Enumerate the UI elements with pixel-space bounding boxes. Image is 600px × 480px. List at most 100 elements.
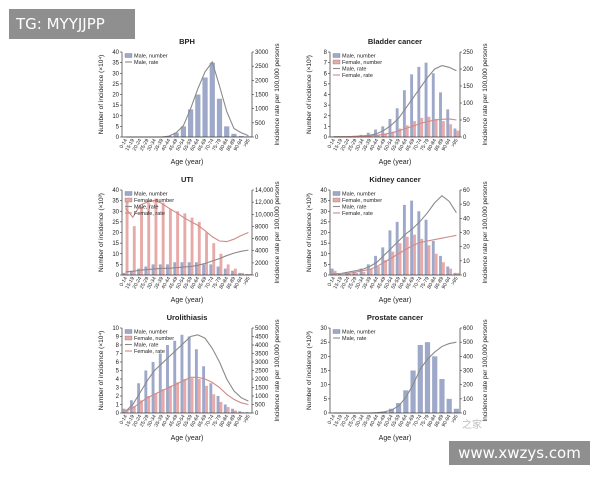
y-tick-label: 30 <box>112 209 119 215</box>
x-tick-label: 20-24 <box>340 138 352 152</box>
x-axis-label: Age (year) <box>171 159 204 166</box>
y2-tick-label: 1500 <box>255 386 269 392</box>
line-male-rate <box>333 341 457 414</box>
x-tick-label: 30-34 <box>146 276 158 290</box>
bar-male-11 <box>410 74 414 137</box>
bar-male-6 <box>374 129 377 137</box>
line-female-rate <box>333 234 457 275</box>
x-tick-label: 0-14 <box>327 414 337 426</box>
bar-female-15 <box>441 262 445 275</box>
y2-tick-label: 20 <box>463 245 470 251</box>
bar-female-3 <box>355 272 359 276</box>
x-tick-label: 55-59 <box>390 138 402 152</box>
y-axis-label: Number of incidence (×10⁴) <box>98 55 105 135</box>
x-tick-label: 75-79 <box>211 276 223 290</box>
y2-tick-label: 50 <box>463 202 470 208</box>
x-tick-label: 80-84 <box>426 276 438 290</box>
bar-male-10 <box>194 262 198 275</box>
x-tick-label: 55-59 <box>390 414 402 428</box>
legend-label: Female, number <box>134 198 174 204</box>
bar-female-16 <box>241 272 245 276</box>
x-tick-label: 0-14 <box>119 414 129 426</box>
x-tick-label: 45-49 <box>168 138 180 152</box>
bar-female-12 <box>420 117 424 138</box>
y-tick-label: 35 <box>112 61 119 67</box>
x-tick-label: 35-39 <box>153 414 165 428</box>
x-tick-label: 15-19 <box>332 414 344 428</box>
chart-prostate: Prostate cancer0510152025300100200300400… <box>306 313 489 442</box>
chart-title: Prostate cancer <box>367 313 423 322</box>
bar-male-7 <box>173 340 177 413</box>
y-tick-label: 10 <box>320 383 327 389</box>
y2-tick-label: 500 <box>463 340 474 346</box>
bar-male-0 <box>122 272 126 276</box>
bar-male-12 <box>209 62 215 138</box>
y-tick-label: 40 <box>320 188 327 194</box>
y2-tick-label: 1000 <box>255 107 269 113</box>
y-tick-label: 10 <box>112 114 119 120</box>
bar-male-13 <box>216 266 220 275</box>
x-tick-label: 80-84 <box>426 414 438 428</box>
watermark-faint: 之家 <box>462 420 482 431</box>
chart-title: Urolithiasis <box>167 313 208 322</box>
legend-label: Female, number <box>134 336 174 342</box>
y2-tick-label: 4000 <box>255 343 269 349</box>
bar-male-6 <box>166 264 169 276</box>
legend-swatch <box>332 191 341 196</box>
x-tick-label: 20-24 <box>340 414 352 428</box>
bar-male-7 <box>381 247 385 276</box>
bar-male-10 <box>195 94 201 137</box>
bar-male-8 <box>388 118 392 137</box>
bar-male-1 <box>129 400 133 413</box>
y-tick-label: 40 <box>112 188 119 194</box>
y2-tick-label: 5000 <box>255 326 269 332</box>
legend-label: Male, number <box>134 192 168 198</box>
x-tick-label: 85-89 <box>226 414 238 428</box>
y-tick-label: 35 <box>320 199 327 205</box>
x-tick-label: 35-39 <box>153 138 165 152</box>
y2-tick-label: 250 <box>463 50 474 56</box>
bar-male-13 <box>216 98 223 137</box>
bar-female-17 <box>456 130 460 138</box>
bar-male-5 <box>366 132 370 137</box>
x-tick-label: 75-79 <box>211 138 223 152</box>
x-tick-label: 65-69 <box>405 138 417 152</box>
x-tick-label: 30-34 <box>354 414 366 428</box>
x-tick-label: 35-39 <box>361 276 373 290</box>
bar-male-8 <box>388 408 394 413</box>
legend-label: Male, rate <box>342 205 366 211</box>
y2-tick-label: 12,000 <box>255 200 274 206</box>
y-tick-label: 10 <box>112 326 119 332</box>
legend-swatch <box>124 335 133 341</box>
bar-male-17 <box>453 272 457 276</box>
x-tick-label: >95 <box>242 414 252 425</box>
y2-tick-label: 0 <box>463 273 467 279</box>
bar-female-11 <box>205 232 208 275</box>
bar-male-7 <box>173 132 179 137</box>
bar-male-16 <box>446 398 452 413</box>
bar-female-8 <box>391 131 395 137</box>
bar-female-6 <box>168 385 172 413</box>
bar-male-9 <box>396 403 402 413</box>
legend-swatch <box>332 329 341 334</box>
bar-male-9 <box>395 221 399 276</box>
bar-female-8 <box>391 251 395 276</box>
y-tick-label: 0 <box>324 411 328 417</box>
y2-tick-label: 100 <box>463 397 474 403</box>
watermark-top-left: TG: MYYJJPP <box>9 9 135 39</box>
legend-label: Male, rate <box>134 343 158 349</box>
bar-male-11 <box>410 200 414 276</box>
bar-female-11 <box>413 121 416 137</box>
bar-female-14 <box>434 253 438 275</box>
bar-female-11 <box>205 385 208 413</box>
y2-tick-label: 500 <box>255 403 266 409</box>
y-tick-label: 15 <box>112 241 119 247</box>
y2-axis-label: Incidence rate per 100,000 persons <box>482 43 489 146</box>
x-tick-label: 75-79 <box>211 414 223 428</box>
legend-label: Male, rate <box>342 336 366 342</box>
legend-label: Female, number <box>342 198 382 204</box>
x-tick-label: 50-54 <box>383 276 395 290</box>
bar-female-7 <box>176 211 180 275</box>
legend-label: Male, number <box>342 54 376 60</box>
y-tick-label: 0 <box>324 273 328 279</box>
